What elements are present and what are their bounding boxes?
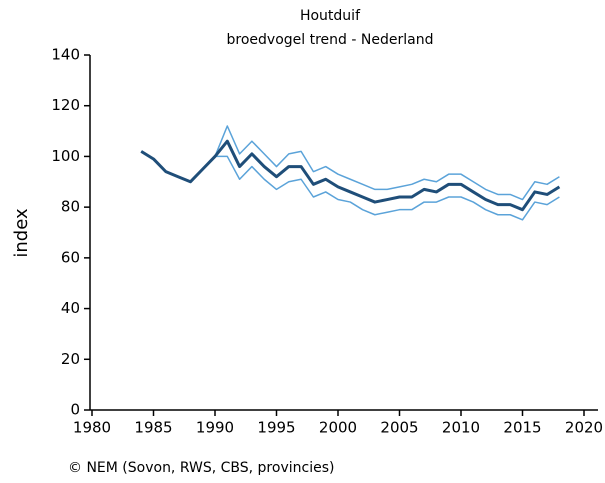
chart-subtitle: broedvogel trend - Nederland xyxy=(227,32,434,48)
y-tick-label: 40 xyxy=(61,299,80,317)
x-tick-label: 2020 xyxy=(565,419,603,437)
series-line xyxy=(140,150,560,221)
x-tick-label: 1995 xyxy=(257,419,295,437)
y-tick-label: 20 xyxy=(61,350,80,368)
x-tick-label: 2005 xyxy=(380,419,418,437)
source-note: © NEM (Sovon, RWS, CBS, provincies) xyxy=(68,460,334,476)
x-tick-label: 1985 xyxy=(134,419,172,437)
y-tick-label: 140 xyxy=(51,46,80,64)
y-tick-label: 100 xyxy=(51,147,80,165)
x-tick-label: 1990 xyxy=(196,419,234,437)
x-tick-label: 2015 xyxy=(503,419,541,437)
chart-title: Houtduif xyxy=(300,8,361,24)
x-tick-label: 2010 xyxy=(442,419,480,437)
x-tick-label: 2000 xyxy=(319,419,357,437)
series-line xyxy=(140,139,561,212)
y-tick-label: 120 xyxy=(51,96,80,114)
series-line xyxy=(140,125,560,201)
y-tick-label: 0 xyxy=(70,401,80,419)
y-tick-label: 80 xyxy=(61,198,80,216)
x-tick-label: 1980 xyxy=(73,419,111,437)
y-axis-label: index xyxy=(11,208,32,258)
y-tick-label: 60 xyxy=(61,248,80,266)
